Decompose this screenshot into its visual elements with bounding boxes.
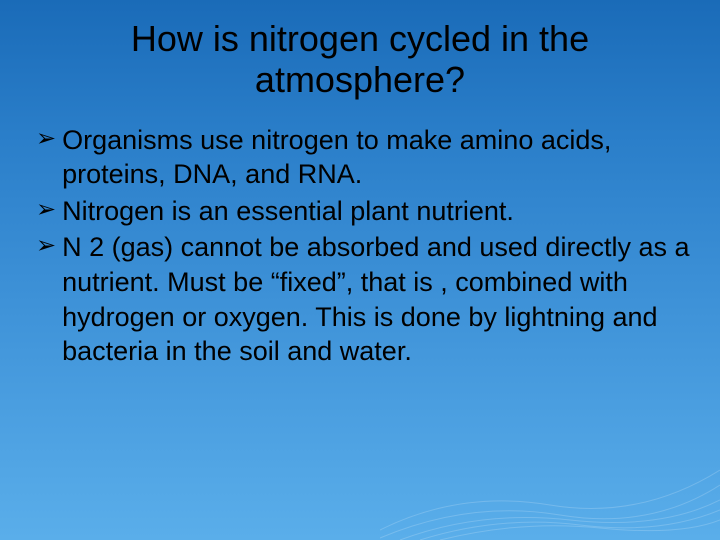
slide-title: How is nitrogen cycled in the atmosphere… xyxy=(30,18,690,101)
slide: How is nitrogen cycled in the atmosphere… xyxy=(0,0,720,540)
bullet-text: Nitrogen is an essential plant nutrient. xyxy=(62,194,514,229)
slide-body: ➢ Organisms use nitrogen to make amino a… xyxy=(30,123,690,369)
decorative-lines xyxy=(380,420,720,540)
bullet-text: N 2 (gas) cannot be absorbed and used di… xyxy=(62,230,690,368)
bullet-marker-icon: ➢ xyxy=(36,230,56,261)
bullet-item: ➢ Nitrogen is an essential plant nutrien… xyxy=(36,194,690,229)
bullet-marker-icon: ➢ xyxy=(36,123,56,154)
bullet-item: ➢ N 2 (gas) cannot be absorbed and used … xyxy=(36,230,690,368)
bullet-text: Organisms use nitrogen to make amino aci… xyxy=(62,123,690,192)
bullet-item: ➢ Organisms use nitrogen to make amino a… xyxy=(36,123,690,192)
bullet-marker-icon: ➢ xyxy=(36,194,56,225)
